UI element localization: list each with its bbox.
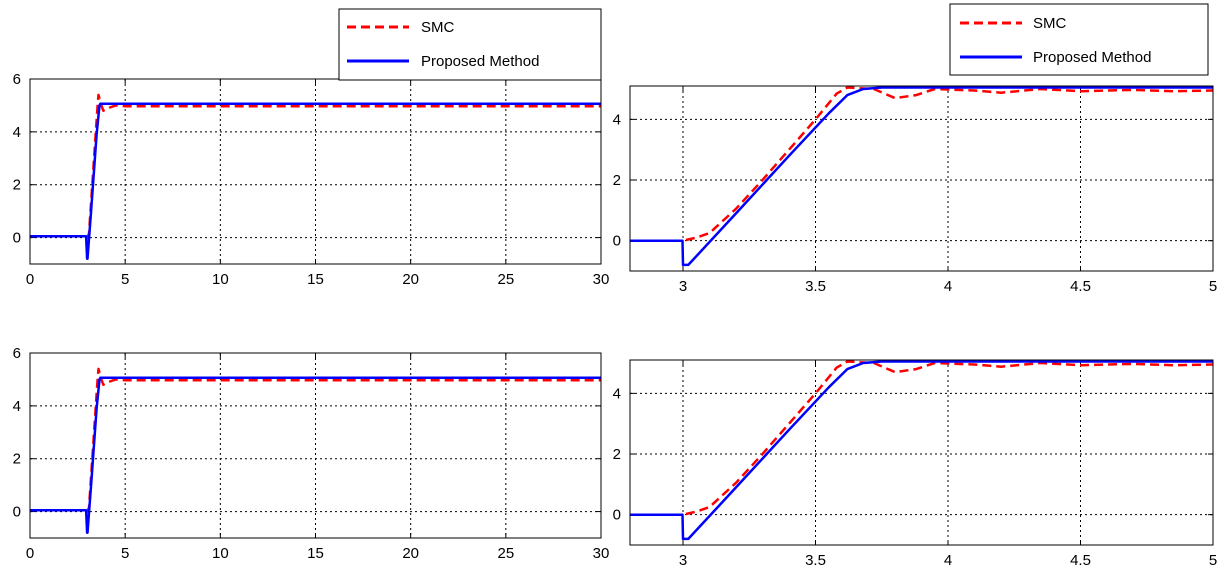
axes-frame: [29, 78, 602, 265]
x-tick-label: 10: [212, 545, 229, 562]
series-line-proposed-method: [30, 376, 601, 534]
plot-area: [630, 360, 1213, 545]
x-tick-label: 25: [497, 545, 514, 562]
series-line-proposed-method: [630, 360, 1213, 541]
x-tick-label: 5: [1209, 278, 1217, 295]
x-tick-label: 5: [1209, 552, 1217, 569]
y-tick-label: 4: [13, 124, 21, 141]
x-tick-label: 15: [307, 271, 324, 288]
legend-label-smc: SMC: [1033, 15, 1067, 32]
axes-frame: [629, 359, 1214, 546]
series-line-proposed-method: [630, 86, 1213, 267]
subplot-top-left: 0 5 10 15 20 25 30 0 2 4 6: [13, 71, 610, 288]
axes-frame: [629, 85, 1214, 272]
legend-box: [949, 3, 1209, 76]
x-tick-label: 15: [307, 545, 324, 562]
x-tick-label: 3.5: [805, 552, 826, 569]
series-line-proposed-method: [30, 102, 601, 260]
y-tick-label: 6: [13, 345, 21, 362]
y-tick-label: 2: [613, 446, 621, 463]
x-tick-label: 0: [26, 271, 34, 288]
plot-area: [630, 86, 1213, 271]
x-tick-label: 5: [121, 271, 129, 288]
x-tick-label: 10: [212, 271, 229, 288]
x-tick-label: 30: [593, 271, 610, 288]
x-tick-label: 4: [944, 278, 952, 295]
axes-frame: [29, 352, 602, 539]
y-tick-label: 0: [13, 230, 21, 247]
x-tick-label: 25: [497, 271, 514, 288]
y-tick-label: 2: [13, 177, 21, 194]
y-tick-label: 6: [13, 71, 21, 88]
y-tick-label: 2: [13, 451, 21, 468]
y-tick-label: 2: [613, 172, 621, 189]
x-tick-label: 4: [944, 552, 952, 569]
x-tick-label: 4.5: [1070, 278, 1091, 295]
x-tick-label: 0: [26, 545, 34, 562]
subplot-bottom-right: 3 3.5 4 4.5 5 0 2 4: [613, 359, 1217, 569]
legend-box: [338, 8, 602, 81]
y-tick-label: 0: [13, 504, 21, 521]
y-tick-label: 0: [613, 233, 621, 250]
subplot-top-right: 3 3.5 4 4.5 5 0 2 4: [613, 85, 1217, 295]
x-tick-label: 4.5: [1070, 552, 1091, 569]
y-tick-label: 4: [613, 385, 621, 402]
x-tick-label: 3.5: [805, 278, 826, 295]
legend-right: SMC Proposed Method: [949, 3, 1209, 76]
legend-label-proposed: Proposed Method: [1033, 49, 1151, 66]
x-tick-label: 5: [121, 545, 129, 562]
x-tick-label: 3: [679, 552, 687, 569]
subplot-bottom-left: 0 5 10 15 20 25 30 0 2 4 6: [13, 345, 610, 562]
x-tick-label: 20: [402, 271, 419, 288]
y-tick-label: 4: [613, 111, 621, 128]
legend-label-smc: SMC: [421, 19, 455, 36]
legend-left: SMC Proposed Method: [338, 8, 602, 81]
x-tick-label: 20: [402, 545, 419, 562]
x-tick-label: 30: [593, 545, 610, 562]
y-tick-label: 4: [13, 398, 21, 415]
x-tick-label: 3: [679, 278, 687, 295]
y-tick-label: 0: [613, 507, 621, 524]
legend-label-proposed: Proposed Method: [421, 53, 539, 70]
